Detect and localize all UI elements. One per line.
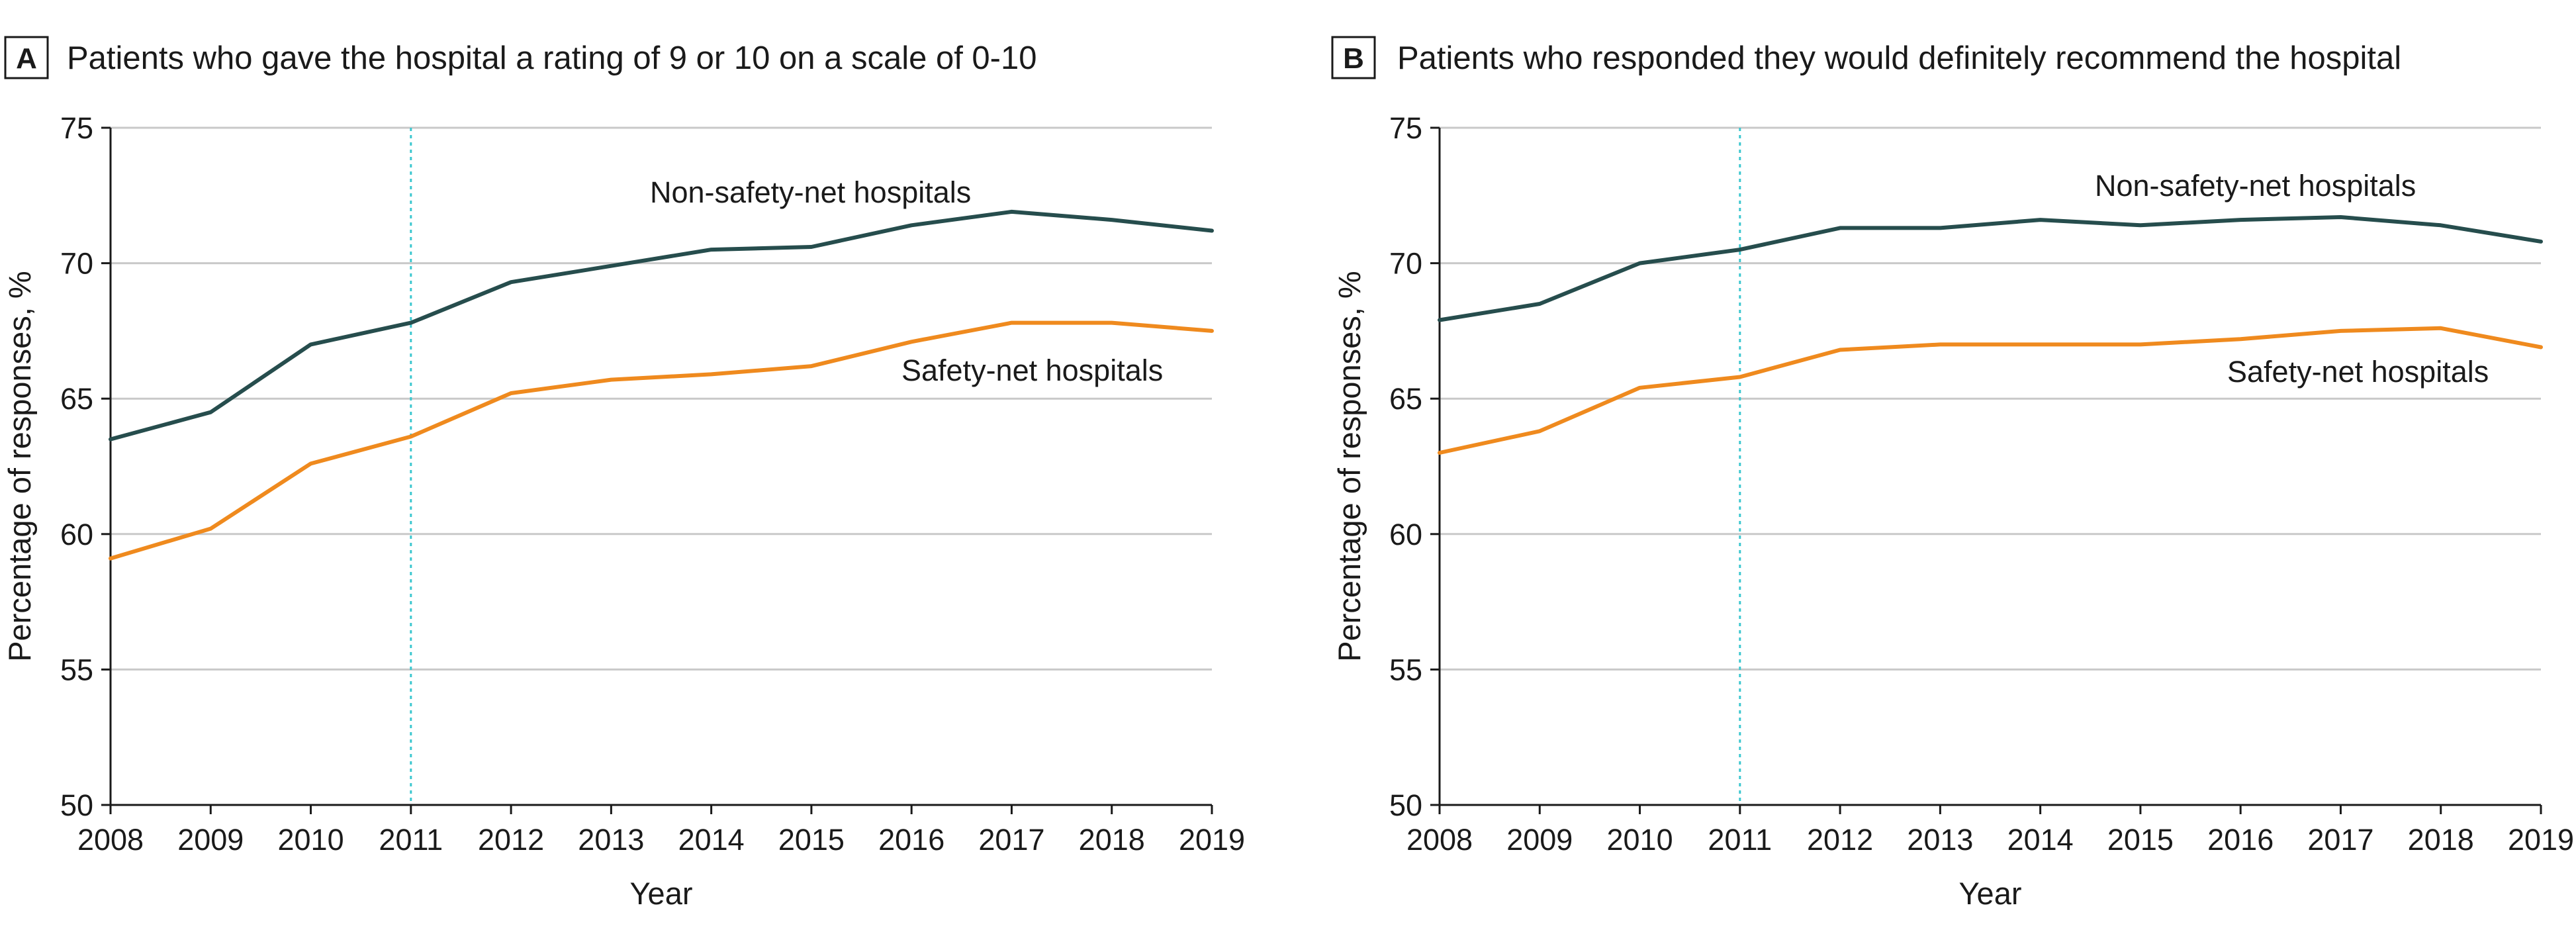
- x-tick-label: 2018: [1079, 823, 1145, 857]
- x-tick-label: 2018: [2408, 823, 2474, 857]
- x-axis-label: Year: [630, 876, 693, 911]
- x-tick-label: 2014: [2007, 823, 2074, 857]
- panel-badge: [4, 36, 49, 79]
- y-tick-label: 50: [1389, 788, 1422, 822]
- x-tick-label: 2012: [478, 823, 544, 857]
- y-axis-label: Percentage of responses, %: [2, 271, 37, 661]
- chart-title: Patients who gave the hospital a rating …: [67, 40, 1037, 76]
- chart-title: Patients who responded they would defini…: [1397, 40, 2401, 76]
- y-tick-label: 75: [1389, 111, 1422, 145]
- x-tick-label: 2009: [1506, 823, 1573, 857]
- series-label-safety-net-hospitals: Safety-net hospitals: [2227, 355, 2489, 389]
- x-tick-label: 2016: [878, 823, 944, 857]
- panel-label: B: [1343, 42, 1364, 75]
- x-axis-label: Year: [1959, 876, 2022, 911]
- y-tick-label: 65: [60, 382, 93, 416]
- series-label-safety-net-hospitals: Safety-net hospitals: [901, 353, 1163, 387]
- x-tick-label: 2011: [1708, 823, 1772, 857]
- x-tick-label: 2019: [2508, 823, 2574, 857]
- x-tick-label: 2008: [77, 823, 144, 857]
- x-tick-label: 2014: [678, 823, 745, 857]
- y-tick-label: 70: [60, 247, 93, 281]
- y-tick-label: 65: [1389, 382, 1422, 416]
- y-tick-label: 75: [60, 111, 93, 145]
- x-tick-label: 2013: [1907, 823, 1973, 857]
- x-tick-label: 2016: [2207, 823, 2274, 857]
- x-tick-label: 2015: [778, 823, 845, 857]
- x-tick-label: 2012: [1807, 823, 1873, 857]
- x-tick-label: 2019: [1179, 823, 1245, 857]
- x-tick-label: 2010: [1606, 823, 1673, 857]
- y-axis-label: Percentage of responses, %: [1332, 271, 1367, 661]
- panel-badge: [1331, 36, 1376, 79]
- x-tick-label: 2009: [177, 823, 244, 857]
- x-tick-label: 2017: [2307, 823, 2373, 857]
- x-tick-label: 2015: [2107, 823, 2174, 857]
- series-label-non-safety-net-hospitals: Non-safety-net hospitals: [2095, 169, 2416, 203]
- y-tick-label: 70: [1389, 247, 1422, 281]
- x-tick-label: 2011: [379, 823, 443, 857]
- x-tick-label: 2013: [578, 823, 644, 857]
- x-tick-label: 2017: [978, 823, 1044, 857]
- x-tick-label: 2010: [277, 823, 344, 857]
- series-line-non-safety-net-hospitals: [1438, 215, 2543, 322]
- y-tick-label: 60: [1389, 518, 1422, 551]
- series-label-non-safety-net-hospitals: Non-safety-net hospitals: [650, 175, 971, 209]
- y-tick-label: 55: [1389, 653, 1422, 686]
- panel-b: B Patients who responded they would defin…: [1331, 36, 2574, 911]
- panel-label: A: [16, 42, 37, 75]
- y-tick-label: 50: [60, 788, 93, 822]
- x-tick-label: 2008: [1406, 823, 1473, 857]
- series-line-safety-net-hospitals: [1438, 326, 2543, 455]
- y-tick-label: 60: [60, 518, 93, 551]
- panel-a: A Patients who gave the hospital a rating…: [2, 36, 1245, 911]
- y-tick-label: 55: [60, 653, 93, 686]
- series-line-safety-net-hospitals: [109, 320, 1214, 561]
- series-line-non-safety-net-hospitals: [109, 209, 1214, 442]
